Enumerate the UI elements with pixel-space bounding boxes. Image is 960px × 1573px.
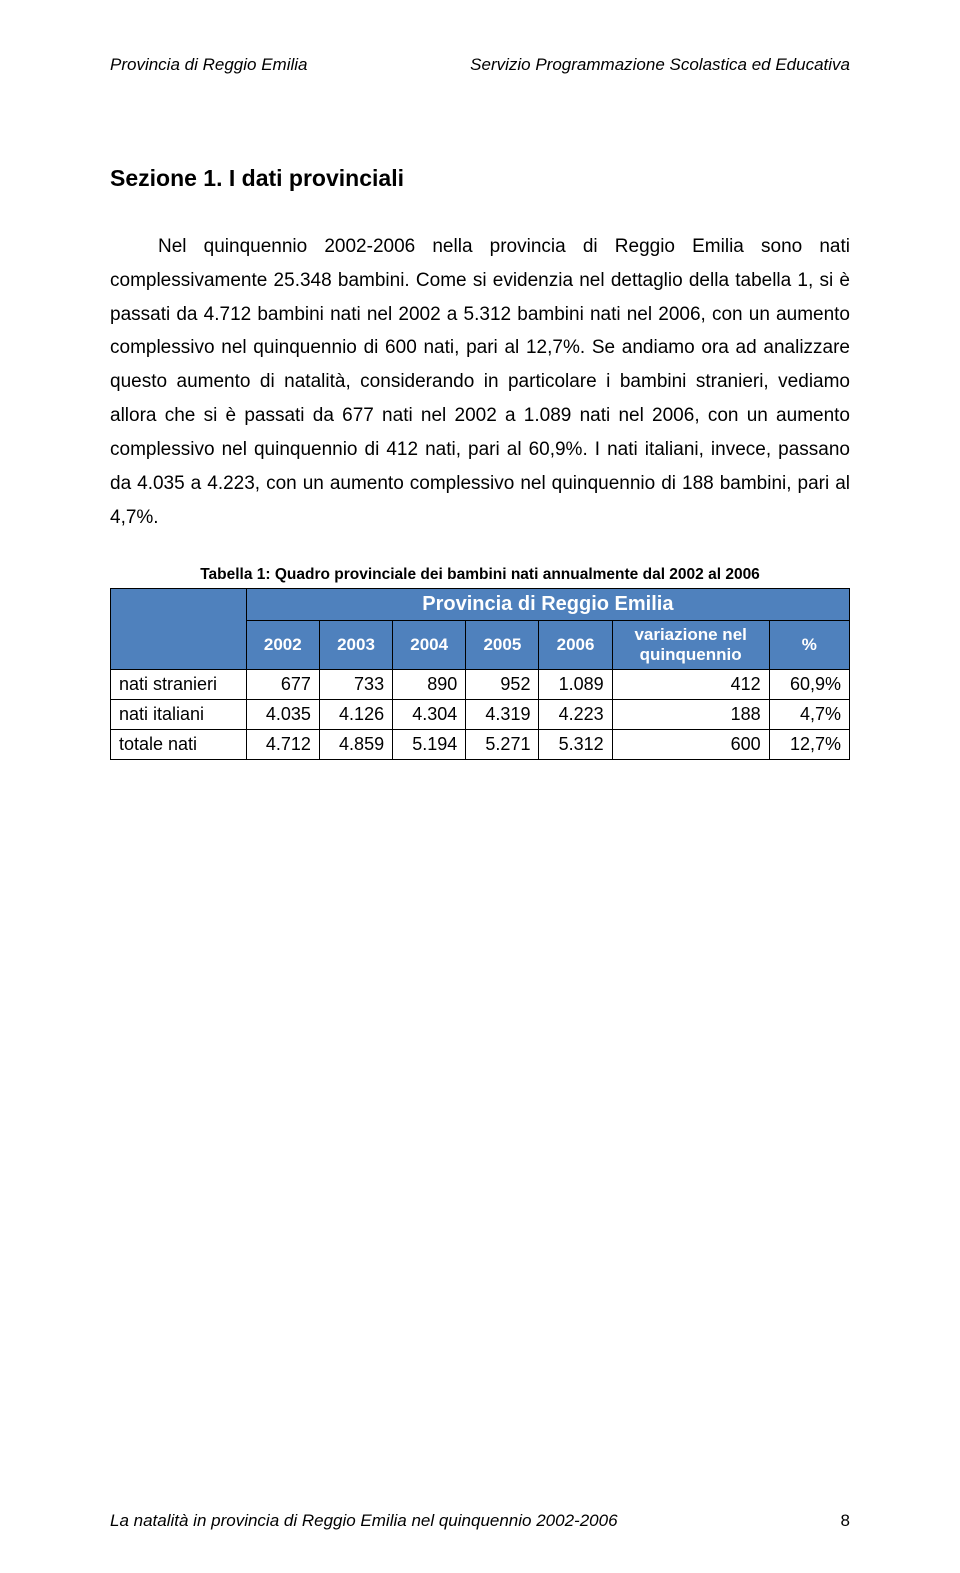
header-right: Servizio Programmazione Scolastica ed Ed…: [470, 55, 850, 75]
col-2006: 2006: [539, 621, 612, 670]
table-title: Provincia di Reggio Emilia: [246, 589, 849, 621]
table-row: nati stranieri 677 733 890 952 1.089 412…: [111, 670, 850, 700]
col-2004: 2004: [393, 621, 466, 670]
row-label: totale nati: [111, 730, 247, 760]
cell: 5.271: [466, 730, 539, 760]
cell: 5.312: [539, 730, 612, 760]
cell: 600: [612, 730, 769, 760]
footer-left: La natalità in provincia di Reggio Emili…: [110, 1511, 618, 1531]
table-row: nati italiani 4.035 4.126 4.304 4.319 4.…: [111, 700, 850, 730]
row-label: nati stranieri: [111, 670, 247, 700]
cell: 4.319: [466, 700, 539, 730]
cell: 733: [319, 670, 392, 700]
cell: 4.223: [539, 700, 612, 730]
col-2003: 2003: [319, 621, 392, 670]
cell: 1.089: [539, 670, 612, 700]
data-table: Provincia di Reggio Emilia 2002 2003 200…: [110, 588, 850, 760]
header-left: Provincia di Reggio Emilia: [110, 55, 307, 75]
table-row: totale nati 4.712 4.859 5.194 5.271 5.31…: [111, 730, 850, 760]
cell: 4,7%: [769, 700, 849, 730]
cell: 12,7%: [769, 730, 849, 760]
cell: 952: [466, 670, 539, 700]
cell: 4.126: [319, 700, 392, 730]
cell: 4.035: [246, 700, 319, 730]
col-2005: 2005: [466, 621, 539, 670]
table-caption: Tabella 1: Quadro provinciale dei bambin…: [110, 566, 850, 584]
cell: 5.194: [393, 730, 466, 760]
col-variazione: variazione nel quinquennio: [612, 621, 769, 670]
cell: 890: [393, 670, 466, 700]
cell: 412: [612, 670, 769, 700]
page-number: 8: [841, 1511, 850, 1531]
table-title-row: Provincia di Reggio Emilia: [111, 589, 850, 621]
cell: 4.304: [393, 700, 466, 730]
body-paragraph: Nel quinquennio 2002-2006 nella provinci…: [110, 230, 850, 534]
col-percent: %: [769, 621, 849, 670]
page: Provincia di Reggio Emilia Servizio Prog…: [0, 0, 960, 1573]
page-header: Provincia di Reggio Emilia Servizio Prog…: [110, 55, 850, 75]
col-2002: 2002: [246, 621, 319, 670]
cell: 4.859: [319, 730, 392, 760]
table-blank-corner: [111, 589, 247, 670]
cell: 677: [246, 670, 319, 700]
section-title: Sezione 1. I dati provinciali: [110, 165, 850, 192]
row-label: nati italiani: [111, 700, 247, 730]
cell: 188: [612, 700, 769, 730]
cell: 4.712: [246, 730, 319, 760]
page-footer: La natalità in provincia di Reggio Emili…: [110, 1511, 850, 1531]
cell: 60,9%: [769, 670, 849, 700]
